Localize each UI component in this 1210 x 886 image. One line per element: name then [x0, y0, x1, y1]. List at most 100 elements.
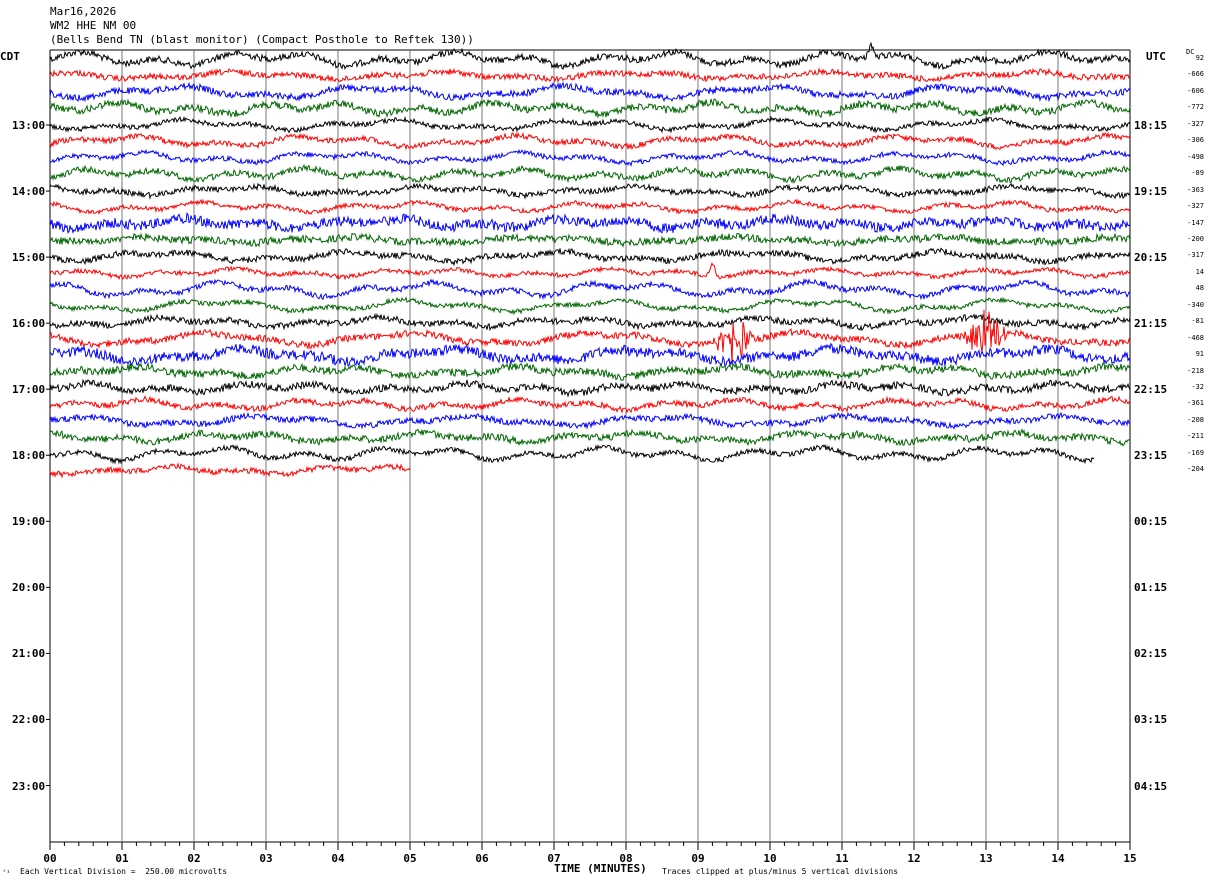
- left-hour-label: 22:00: [12, 713, 46, 727]
- dc-offset-value: -204: [1187, 465, 1204, 474]
- dc-offset-value: -327: [1187, 119, 1204, 128]
- corner-mark: ‘¹: [2, 869, 11, 877]
- x-tick-label: 00: [43, 852, 57, 865]
- x-axis-label: TIME (MINUTES): [554, 862, 647, 875]
- seismic-trace: [49, 41, 1131, 71]
- dc-offset-value: -208: [1187, 415, 1204, 424]
- seismic-trace: [49, 182, 1131, 200]
- dc-offset-value: -89: [1191, 169, 1204, 178]
- dc-offset-value: -81: [1191, 317, 1204, 326]
- seismic-trace: [49, 115, 1131, 134]
- dc-offset-value: -327: [1187, 202, 1204, 211]
- dc-offset-value: -317: [1187, 251, 1204, 260]
- x-tick-label: 02: [187, 852, 201, 865]
- dc-offset-value: 92: [1195, 54, 1204, 62]
- left-timezone-label: CDT: [0, 50, 20, 63]
- x-tick-label: 12: [907, 852, 921, 865]
- x-tick-label: 09: [691, 852, 705, 865]
- dc-offset-value: -169: [1187, 448, 1204, 457]
- right-hour-label: 00:15: [1134, 515, 1168, 529]
- seismic-trace: [49, 198, 1131, 216]
- seismic-trace: [49, 148, 1131, 167]
- dc-offset-value: 14: [1195, 267, 1204, 276]
- seismic-trace: [49, 296, 1131, 316]
- dc-offset-value: -772: [1187, 103, 1204, 112]
- right-hour-label: 20:15: [1134, 251, 1168, 265]
- x-tick-label: 01: [115, 852, 129, 865]
- seismic-trace: [49, 428, 1131, 447]
- dc-offset-value: -498: [1187, 152, 1204, 161]
- right-hour-label: 19:15: [1134, 185, 1168, 199]
- seismic-trace: [49, 462, 411, 479]
- seismic-trace: [49, 164, 1131, 184]
- x-tick-label: 05: [403, 852, 417, 865]
- seismic-trace: [49, 232, 1131, 248]
- x-tick-label: 15: [1123, 852, 1137, 865]
- dc-offset-value: -306: [1187, 136, 1204, 145]
- left-hour-label: 21:00: [12, 647, 46, 661]
- seismic-trace: [49, 261, 1131, 281]
- seismic-trace: [49, 67, 1131, 84]
- right-hour-label: 18:15: [1134, 119, 1168, 132]
- dc-offset-value: -211: [1187, 432, 1204, 441]
- seismic-trace: [49, 444, 1095, 465]
- dc-offset-value: -200: [1187, 234, 1204, 243]
- x-tick-label: 06: [475, 852, 489, 865]
- seismic-trace: [49, 98, 1131, 119]
- seismic-trace: [49, 212, 1131, 234]
- right-hour-label: 23:15: [1134, 449, 1168, 463]
- header-station: WM2 HHE NM 00: [50, 19, 137, 32]
- seismic-trace: [49, 247, 1131, 267]
- left-hour-label: 14:00: [12, 185, 46, 199]
- seismic-trace: [49, 309, 1131, 365]
- right-hour-label: 22:15: [1134, 383, 1168, 397]
- dc-label: DC: [1186, 48, 1195, 56]
- left-hour-label: 20:00: [12, 581, 46, 595]
- dc-offset-value: -606: [1187, 86, 1204, 95]
- seismic-trace: [49, 411, 1131, 430]
- x-tick-label: 08: [619, 852, 633, 865]
- dc-offset-value: -340: [1187, 300, 1204, 309]
- right-hour-label: 03:15: [1134, 713, 1168, 727]
- header-date: Mar16,2026: [50, 5, 117, 18]
- seismic-trace: [49, 395, 1131, 414]
- right-hour-label: 21:15: [1134, 317, 1168, 331]
- x-tick-label: 10: [763, 852, 777, 865]
- left-hour-label: 23:00: [12, 779, 46, 793]
- dc-offset-value: 91: [1195, 350, 1204, 359]
- right-hour-label: 02:15: [1134, 647, 1168, 661]
- right-hour-label: 04:15: [1134, 779, 1168, 793]
- right-timezone-label: UTC: [1146, 50, 1166, 63]
- dc-offset-value: -147: [1187, 218, 1204, 227]
- right-hour-label: 01:15: [1134, 581, 1168, 595]
- scale-note: Each Vertical Division = 250.00 microvol…: [20, 867, 228, 876]
- left-hour-label: 13:00: [12, 119, 46, 132]
- left-hour-label: 17:00: [12, 383, 46, 397]
- left-hour-label: 15:00: [12, 251, 46, 265]
- seismic-trace: [49, 131, 1131, 151]
- dc-offset-value: -32: [1191, 383, 1204, 391]
- x-tick-label: 14: [1051, 852, 1065, 865]
- x-tick-label: 07: [547, 852, 561, 865]
- clip-note: Traces clipped at plus/minus 5 vertical …: [662, 867, 899, 876]
- seismic-trace: [49, 378, 1131, 398]
- x-tick-label: 03: [259, 852, 273, 865]
- seismic-trace: [49, 81, 1131, 103]
- x-tick-label: 04: [331, 852, 345, 865]
- x-tick-label: 13: [979, 852, 993, 865]
- dc-offset-value: -218: [1187, 366, 1204, 375]
- dc-offset-value: -666: [1187, 70, 1204, 79]
- dc-offset-value: 48: [1195, 284, 1204, 293]
- dc-offset-value: -361: [1187, 399, 1204, 408]
- seismic-trace: [49, 342, 1131, 368]
- left-hour-label: 19:00: [12, 515, 46, 529]
- header-description: (Bells Bend TN (blast monitor) (Compact …: [50, 33, 474, 46]
- left-hour-label: 18:00: [12, 449, 46, 463]
- x-tick-label: 11: [835, 852, 849, 865]
- dc-offset-value: -468: [1187, 333, 1204, 342]
- seismic-trace: [49, 277, 1131, 301]
- seismic-trace: [49, 312, 1131, 332]
- left-hour-label: 16:00: [12, 317, 46, 331]
- dc-offset-value: -363: [1187, 185, 1204, 194]
